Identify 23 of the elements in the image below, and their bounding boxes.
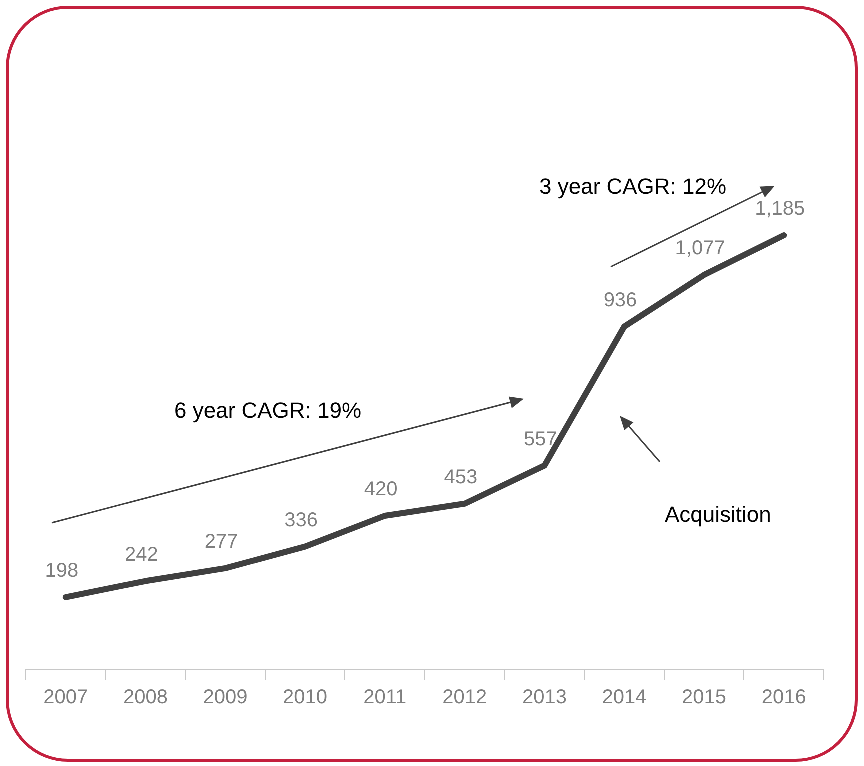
x-tick-label: 2013 (522, 686, 567, 709)
data-label: 557 (524, 428, 558, 450)
data-label: 198 (45, 560, 79, 582)
x-tick-label: 2009 (203, 686, 248, 709)
x-tick-label: 2008 (123, 686, 168, 709)
x-tick-label: 2007 (44, 686, 88, 709)
x-tick-label: 2014 (602, 686, 647, 709)
data-label: 242 (125, 544, 158, 566)
annotation: 6 year CAGR: 19% (174, 398, 362, 423)
x-tick-label: 2015 (682, 686, 727, 709)
data-label: 936 (604, 289, 638, 312)
data-label: 1,077 (675, 238, 726, 260)
data-label: 1,185 (755, 198, 806, 220)
x-tick-label: 2010 (283, 686, 328, 709)
x-tick-label: 2012 (442, 686, 488, 709)
data-label: 453 (444, 466, 478, 488)
data-label: 420 (364, 478, 398, 501)
annotation: Acquisition (665, 502, 772, 527)
x-tick-label: 2011 (364, 686, 407, 709)
x-tick-label: 2016 (762, 686, 806, 709)
data-label: 336 (284, 509, 318, 532)
text: 3 year CAGR: 12% (539, 174, 727, 199)
data-label: 277 (204, 530, 238, 553)
